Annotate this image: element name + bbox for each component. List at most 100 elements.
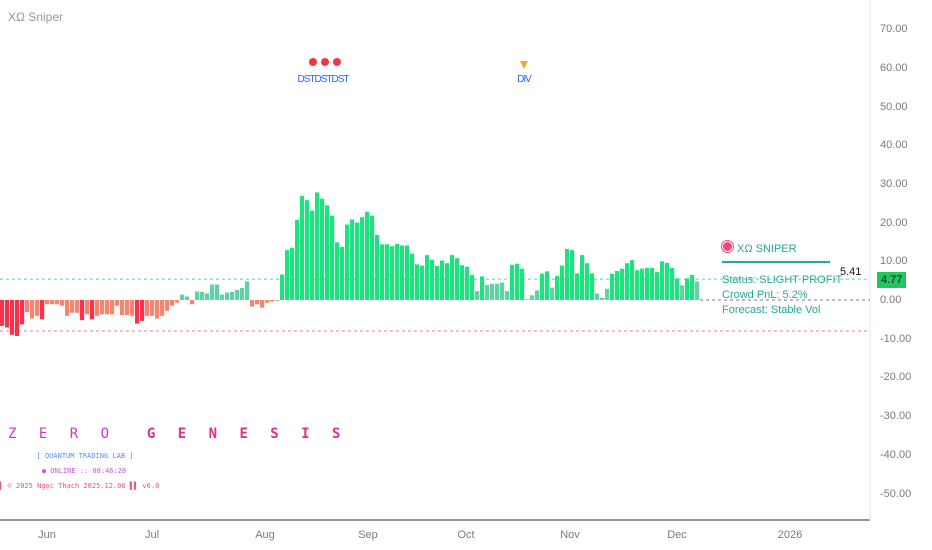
histogram-bar [610,273,615,300]
histogram-bar [360,217,365,300]
dst-dot [309,58,317,66]
histogram-bar [495,283,500,300]
price-tick: 20.00 [880,216,908,229]
histogram-bar [675,278,680,300]
price-tick: 70.00 [880,23,908,36]
histogram-bar [595,293,600,300]
price-tick: -10.00 [880,332,912,345]
time-tick: Oct [457,529,475,541]
histogram-bar [300,195,305,300]
panel-crowd-pnl: Crowd PnL: 5.2% [722,289,808,301]
histogram-bar [505,291,510,300]
target-icon [722,241,733,252]
histogram-bar [490,283,495,300]
histogram-bar [240,288,245,300]
histogram-bar [670,267,675,300]
histogram-bar [10,300,15,335]
histogram-bar [260,300,265,308]
histogram-bar [445,263,450,300]
histogram-bar [45,300,50,305]
histogram-bar [355,222,360,300]
histogram-bar [245,281,250,300]
histogram-bar [150,300,155,316]
histogram-bar [630,260,635,300]
histogram-bar [95,300,100,316]
indicator-title[interactable]: XΩ Sniper [8,10,63,24]
histogram-bar [115,300,120,306]
histogram-bar [580,255,585,300]
histogram-bar [5,300,10,328]
histogram-bar [295,219,300,300]
histogram-bar [685,278,690,300]
histogram-bar [195,291,200,300]
price-label-high: 5.41 [840,266,862,278]
histogram-bar [695,281,700,300]
brand-online: ● ONLINE :: 08:46:28 [41,467,127,475]
histogram-bar [690,274,695,300]
histogram-bar [660,261,665,300]
histogram-bar [395,243,400,300]
histogram-bar [415,264,420,300]
histogram-bar [230,291,235,300]
histogram-bar [560,265,565,300]
histogram-bar [15,300,20,336]
histogram-bar [50,300,55,305]
histogram-bar [270,300,275,302]
histogram-bar [520,268,525,300]
time-tick: Aug [255,529,275,541]
price-tick: 40.00 [880,139,908,152]
time-tick: Nov [560,529,580,541]
histogram-bar [100,300,105,315]
histogram-bar [30,300,35,319]
time-tick: 2026 [777,529,803,541]
histogram-bar [0,300,5,326]
histogram-bar [80,300,85,321]
histogram-bar [545,271,550,300]
histogram-bar [280,274,285,300]
histogram-bar [190,300,195,305]
histogram-bar [480,276,485,300]
histogram-bar [450,255,455,300]
histogram [0,192,700,336]
histogram-bar [410,253,415,300]
histogram-bar [110,300,115,315]
histogram-bar [225,292,230,300]
histogram-bar [590,273,595,300]
histogram-bar [210,284,215,300]
histogram-bar [35,300,40,316]
histogram-bar [160,300,165,316]
histogram-bar [70,300,75,313]
price-tick: 50.00 [880,100,908,113]
div-label: DIV [517,74,532,85]
histogram-bar [405,245,410,300]
histogram-bar [345,224,350,300]
price-tick: 30.00 [880,177,908,190]
brand-genesis: G E N E S I S [146,426,348,442]
price-tick: -20.00 [880,371,912,384]
histogram-bar [465,266,470,300]
histogram-bar [130,300,135,316]
histogram-bar [85,300,90,315]
panel-status: Status: SLIGHT PROFIT [722,274,843,286]
histogram-bar [285,250,290,300]
dst-dot [321,58,329,66]
histogram-bar [550,287,555,300]
histogram-bar [375,234,380,300]
histogram-bar [645,267,650,300]
histogram-bar [170,300,175,306]
histogram-bar [350,219,355,300]
histogram-bar [485,284,490,300]
histogram-bar [205,293,210,300]
histogram-bar [180,294,185,300]
histogram-bar [615,270,620,300]
histogram-bar [555,276,560,300]
histogram-bar [235,289,240,300]
histogram-bar [400,245,405,300]
histogram-bar [60,300,65,306]
histogram-bar [20,300,25,325]
histogram-bar [220,294,225,300]
histogram-bar [625,263,630,300]
histogram-bar [435,265,440,300]
histogram-bar [65,300,70,316]
